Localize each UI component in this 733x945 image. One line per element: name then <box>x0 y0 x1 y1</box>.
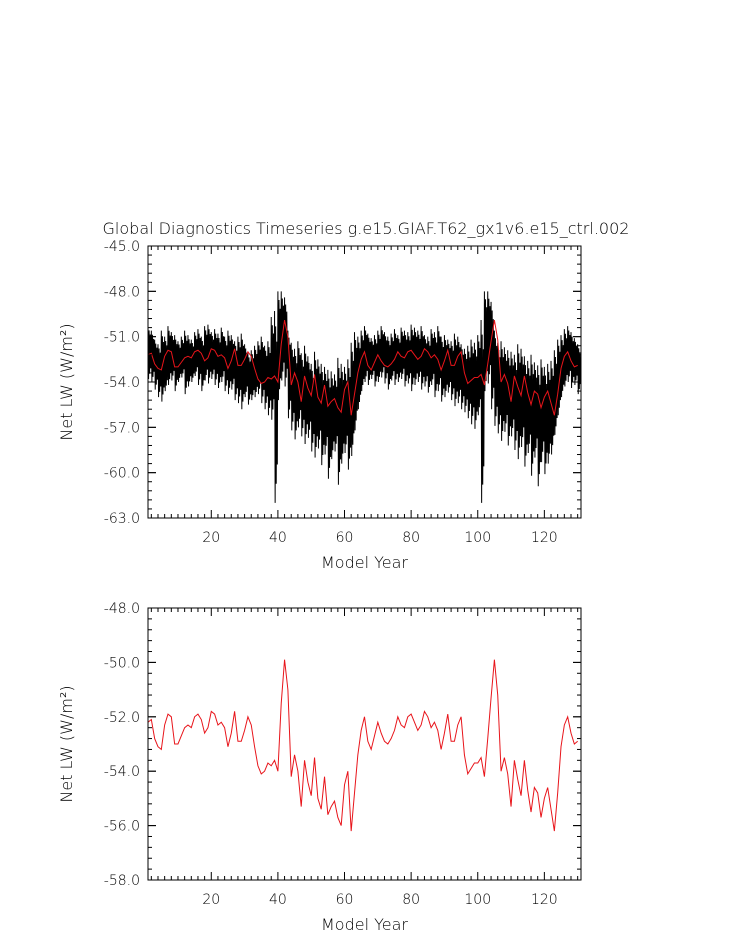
x-tick-label: 80 <box>402 530 420 546</box>
series-line-annual-mean <box>147 319 578 416</box>
x-tick-label: 60 <box>336 892 354 908</box>
y-tick-label: -63.0 <box>104 511 140 527</box>
x-tick-label: 120 <box>531 530 558 546</box>
plot-frame <box>147 607 582 881</box>
y-tick-label: -45.0 <box>104 239 140 255</box>
x-tick-label: 80 <box>402 892 420 908</box>
x-tick-label: 60 <box>336 530 354 546</box>
x-tick-label: 120 <box>531 892 558 908</box>
y-tick-label: -60.0 <box>104 466 140 482</box>
figure-title: Global Diagnostics Timeseries g.e15.GIAF… <box>103 219 630 238</box>
x-tick-label: 40 <box>269 892 287 908</box>
y-axis-title: Net LW (W/m²) <box>57 323 76 440</box>
y-tick-label: -57.0 <box>104 420 140 436</box>
bottom-panel: 20 40 60 80 100 120 -58.0 -56.0 -54.0 -52.0 -50.0 -… <box>57 601 582 934</box>
y-tick-label: -58.0 <box>104 873 140 889</box>
y-axis-title: Net LW (W/m²) <box>57 685 76 802</box>
y-tick-label: -51.0 <box>104 330 140 346</box>
x-tick-label: 20 <box>202 892 220 908</box>
x-axis-title: Model Year <box>321 915 408 934</box>
x-tick-label: 100 <box>464 530 491 546</box>
y-tick-label: -48.0 <box>104 284 140 300</box>
y-tick-label: -50.0 <box>104 655 140 671</box>
series-line-annual-mean <box>147 659 578 832</box>
top-panel: 20 40 60 80 100 120 -63.0 -60.0 -57.0 -54.0 -51.0 -… <box>57 239 582 572</box>
y-tick-label: -54.0 <box>104 764 140 780</box>
y-tick-label: -56.0 <box>104 819 140 835</box>
y-tick-label: -48.0 <box>104 601 140 617</box>
x-tick-label: 40 <box>269 530 287 546</box>
y-tick-label: -54.0 <box>104 375 140 391</box>
x-axis-title: Model Year <box>321 553 408 572</box>
y-tick-label: -52.0 <box>104 710 140 726</box>
series-line-annual-cycle <box>147 291 581 503</box>
x-tick-label: 20 <box>202 530 220 546</box>
x-tick-label: 100 <box>464 892 491 908</box>
